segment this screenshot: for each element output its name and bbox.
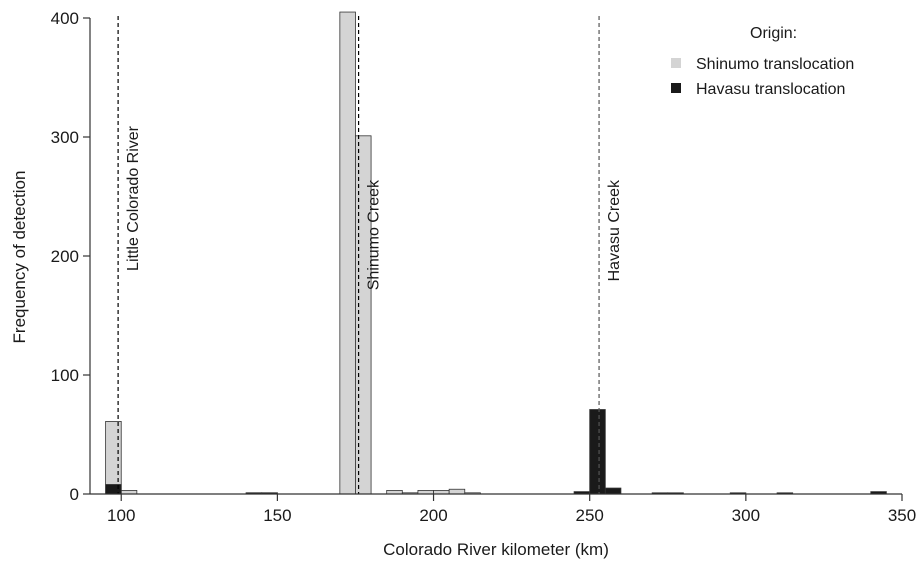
legend-label-havasu: Havasu translocation xyxy=(696,81,845,98)
y-tick-label-200: 200 xyxy=(51,247,79,266)
y-tick-label-300: 300 xyxy=(51,128,79,147)
x-tick-label-350: 350 xyxy=(888,506,916,525)
reference-label-havasu-creek: Havasu Creek xyxy=(606,179,623,281)
legend-swatch-havasu xyxy=(671,83,681,93)
y-tick-label-0: 0 xyxy=(70,485,79,504)
bar-havasu-translocation-4 xyxy=(589,409,606,495)
bar-shinumo-translocation-4 xyxy=(339,11,356,495)
x-tick-label-200: 200 xyxy=(419,506,447,525)
y-axis-title: Frequency of detection xyxy=(10,171,29,344)
x-tick-label-100: 100 xyxy=(107,506,135,525)
bar-shinumo-translocation-10 xyxy=(448,488,466,495)
reference-label-shinumo-creek: Shinumo Creek xyxy=(366,179,383,290)
legend: Origin: Shinumo translocation Havasu tra… xyxy=(671,25,854,98)
y-tick-label-100: 100 xyxy=(51,366,79,385)
y-tick-label-400: 400 xyxy=(51,9,79,28)
bar-havasu-translocation-0 xyxy=(105,484,122,495)
x-tick-label-150: 150 xyxy=(263,506,291,525)
legend-title: Origin: xyxy=(750,25,797,42)
x-tick-label-250: 250 xyxy=(576,506,604,525)
bar-havasu-translocation-5 xyxy=(604,487,622,495)
bar-shinumo-translocation-0 xyxy=(105,421,122,495)
axes-layer: 0 100 200 300 400 100 150 200 250 300 350 xyxy=(51,9,917,525)
legend-swatch-shinumo xyxy=(671,58,681,68)
legend-label-shinumo: Shinumo translocation xyxy=(696,56,854,73)
reference-lines-layer: Little Colorado River Shinumo Creek Havasu… xyxy=(117,16,623,494)
reference-label-little-colorado-river: Little Colorado River xyxy=(125,125,142,271)
x-tick-label-300: 300 xyxy=(732,506,760,525)
x-axis-title: Colorado River kilometer (km) xyxy=(383,540,609,559)
